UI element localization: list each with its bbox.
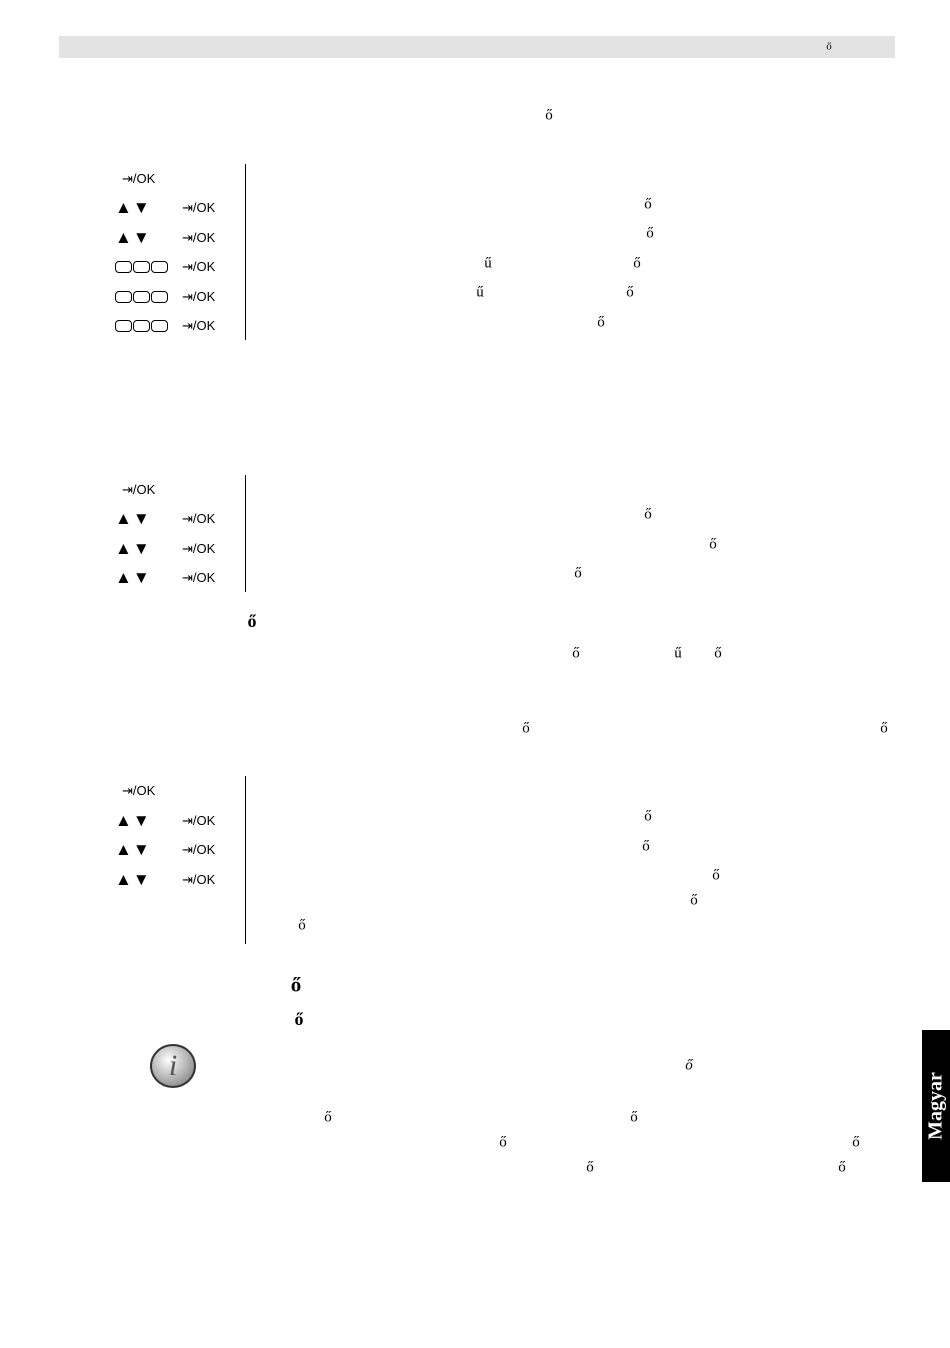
text-glyph: ő [324,1109,332,1126]
arrow-keys-icon: ▲▼ [115,840,151,859]
divider [245,776,246,944]
text-glyph: ő [644,506,652,523]
header-text: ő [826,40,832,53]
text-glyph: ő [298,917,306,934]
number-keys-icon [115,320,168,332]
text-glyph: ő [685,1057,693,1074]
text-glyph: ő [644,808,652,825]
text-glyph: ő [499,1134,507,1151]
ok-key: ⇥/OK [182,230,216,245]
text-glyph: ő [574,565,582,582]
ok-key: ⇥/OK [122,482,156,497]
number-keys-icon [115,291,168,303]
ok-key: ⇥/OK [182,872,216,887]
arrow-keys-icon: ▲▼ [115,539,151,558]
text-glyph: ő [709,536,717,553]
text-glyph: ő [522,720,530,737]
heading-glyph: ő [290,972,302,997]
arrow-keys-icon: ▲▼ [115,870,151,889]
divider [245,475,246,592]
ok-key: ⇥/OK [182,289,216,304]
text-glyph: ő [642,838,650,855]
info-icon-letter: i [168,1049,178,1082]
text-glyph: ő [838,1159,846,1176]
text-glyph: ő [644,196,652,213]
text-glyph: ő [633,255,641,272]
language-tab-label: Magyar [924,1072,947,1140]
text-glyph: ő [586,1159,594,1176]
arrow-keys-icon: ▲▼ [115,198,151,217]
ok-key: ⇥/OK [182,511,216,526]
ok-key: ⇥/OK [182,842,216,857]
heading-glyph: ő [294,1009,304,1029]
text-glyph: ű [484,255,492,272]
text-glyph: ő [712,867,720,884]
text-glyph: ű [476,284,484,301]
info-icon: i [150,1044,196,1088]
header-bar: ő [59,36,895,58]
ok-key: ⇥/OK [182,200,216,215]
ok-key: ⇥/OK [182,570,216,585]
text-glyph: ő [690,892,698,909]
language-tab: Magyar [922,1030,950,1182]
ok-key: ⇥/OK [122,783,156,798]
text-glyph: ő [630,1109,638,1126]
text-glyph: ű [674,645,682,662]
ok-key: ⇥/OK [182,318,216,333]
arrow-keys-icon: ▲▼ [115,811,151,830]
number-keys-icon [115,261,168,273]
text-glyph: ő [852,1134,860,1151]
text-glyph: ő [880,720,888,737]
ok-key: ⇥/OK [182,541,216,556]
arrow-keys-icon: ▲▼ [115,509,151,528]
ok-key: ⇥/OK [122,171,156,186]
arrow-keys-icon: ▲▼ [115,568,151,587]
text-glyph: ő [626,284,634,301]
text-glyph: ő [714,645,722,662]
arrow-keys-icon: ▲▼ [115,228,151,247]
text-glyph: ő [646,225,654,242]
text-glyph: ő [597,314,605,331]
divider [245,164,246,340]
text-glyph: ő [572,645,580,662]
heading-glyph: ő [247,611,257,631]
ok-key: ⇥/OK [182,259,216,274]
ok-key: ⇥/OK [182,813,216,828]
text-glyph: ő [545,107,553,124]
